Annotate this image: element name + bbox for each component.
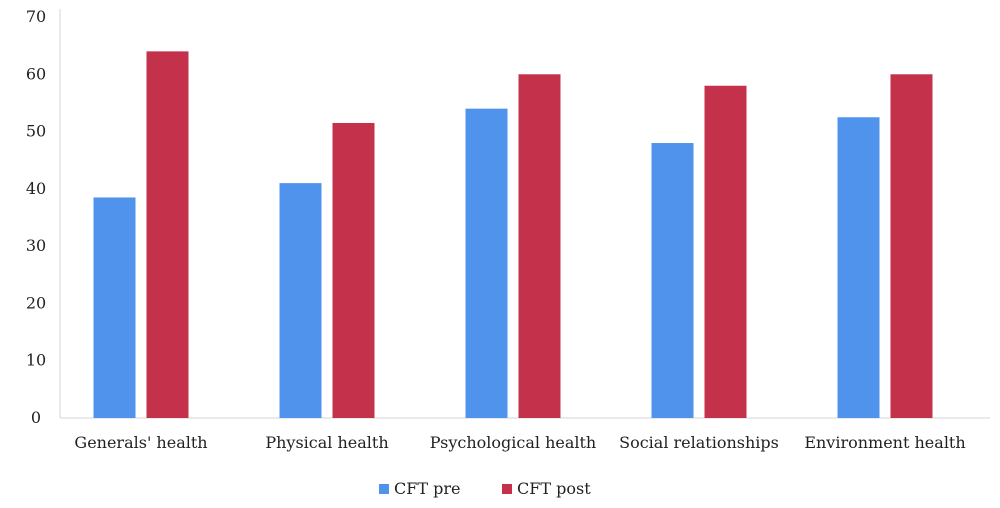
bar-post-4 bbox=[890, 74, 933, 419]
bar-pre-2 bbox=[465, 108, 508, 419]
y-tick-label-50: 50 bbox=[26, 122, 46, 141]
y-tick-label-0: 0 bbox=[31, 408, 41, 427]
y-tick-label-30: 30 bbox=[26, 236, 46, 255]
x-category-label-2: Psychological health bbox=[430, 433, 596, 452]
x-category-label-1: Physical health bbox=[265, 433, 388, 452]
bar-pre-4 bbox=[837, 117, 880, 418]
bar-pre-1 bbox=[279, 183, 322, 418]
bar-pre-0 bbox=[93, 197, 136, 418]
y-tick-label-60: 60 bbox=[26, 64, 46, 83]
x-category-label-0: Generals' health bbox=[74, 433, 207, 452]
y-tick-label-10: 10 bbox=[26, 351, 46, 370]
bar-pre-3 bbox=[651, 143, 694, 418]
legend-label-post: CFT post bbox=[517, 479, 591, 498]
y-tick-label-40: 40 bbox=[26, 179, 46, 198]
bars-group bbox=[93, 51, 933, 419]
x-category-label-4: Environment health bbox=[804, 433, 965, 452]
y-tick-label-20: 20 bbox=[26, 293, 46, 312]
legend: CFT pre CFT post bbox=[379, 479, 591, 498]
bar-post-3 bbox=[704, 85, 747, 418]
y-tick-label-70: 70 bbox=[26, 7, 46, 26]
legend-label-pre: CFT pre bbox=[394, 479, 460, 498]
y-axis-ticks: 0 10 20 30 40 50 60 70 bbox=[26, 7, 46, 427]
legend-swatch-pre bbox=[379, 484, 389, 494]
legend-swatch-post bbox=[502, 484, 512, 494]
bar-post-1 bbox=[332, 122, 375, 418]
bar-post-0 bbox=[146, 51, 189, 418]
x-category-label-3: Social relationships bbox=[619, 433, 779, 452]
bar-post-2 bbox=[518, 74, 561, 419]
category-labels: Generals' health Physical health Psycholog… bbox=[74, 433, 965, 452]
